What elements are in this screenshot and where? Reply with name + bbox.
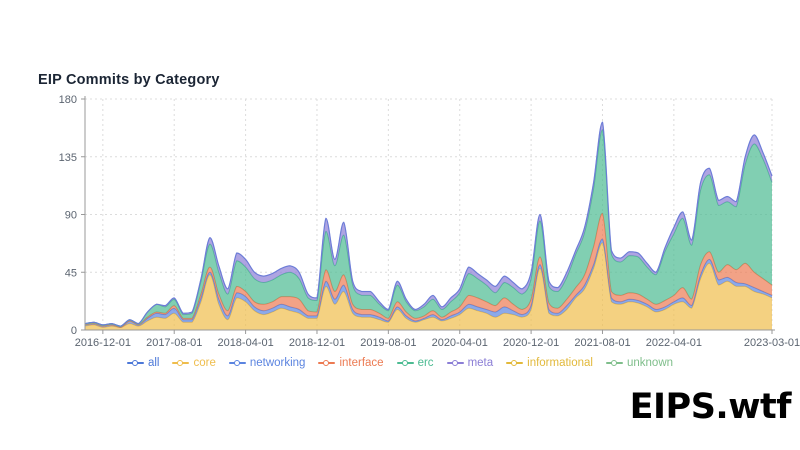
x-axis-label: 2020-04-01: [432, 337, 488, 349]
legend-marker-unknown: [605, 359, 623, 368]
watermark-logo: EIPS.wtf: [629, 387, 792, 427]
x-axis-label: 2023-03-01: [744, 337, 800, 349]
chart-legend: all core networking interface erc meta informa…: [0, 357, 800, 369]
x-axis-label: 2021-08-01: [574, 337, 630, 349]
legend-label: informational: [527, 357, 593, 369]
legend-label: unknown: [626, 357, 674, 369]
legend-label: networking: [249, 357, 306, 369]
legend-label: interface: [339, 357, 384, 369]
y-axis-label: 135: [59, 152, 77, 164]
legend-label: erc: [417, 357, 434, 369]
series-area-erc[interactable]: [85, 129, 772, 328]
x-axis-label: 2016-12-01: [75, 337, 131, 349]
stacked-areas: [84, 121, 773, 330]
x-axis-label: 2018-04-01: [217, 337, 273, 349]
legend-item-meta[interactable]: meta: [446, 357, 494, 369]
chart-title: EIP Commits by Category: [38, 72, 220, 88]
y-axis-label: 45: [65, 267, 77, 279]
series-area-meta[interactable]: [85, 122, 772, 327]
legend-marker-interface: [318, 359, 336, 368]
legend-marker-meta: [446, 359, 464, 368]
legend-item-unknown[interactable]: unknown: [605, 357, 674, 369]
y-axis-label: 90: [65, 210, 77, 222]
legend-item-core[interactable]: core: [172, 357, 216, 369]
legend-marker-networking: [228, 359, 246, 368]
series-area-core[interactable]: [85, 242, 772, 330]
legend-item-all[interactable]: all: [126, 357, 160, 369]
legend-marker-all: [126, 359, 144, 368]
x-axis-label: 2018-12-01: [289, 337, 345, 349]
legend-item-informational[interactable]: informational: [506, 357, 593, 369]
x-axis-label: 2020-12-01: [503, 337, 559, 349]
legend-item-erc[interactable]: erc: [396, 357, 434, 369]
legend-item-networking[interactable]: networking: [228, 357, 306, 369]
x-axis-label: 2017-08-01: [146, 337, 202, 349]
legend-label: meta: [467, 357, 494, 369]
legend-marker-informational: [506, 359, 524, 368]
x-axis-label: 2019-08-01: [360, 337, 416, 349]
x-axis-label: 2022-04-01: [646, 337, 702, 349]
legend-marker-core: [172, 359, 190, 368]
legend-marker-erc: [396, 359, 414, 368]
y-axis-label: 0: [71, 325, 77, 337]
y-axis-label: 180: [59, 94, 77, 106]
series-area-interface[interactable]: [85, 213, 772, 328]
axes: 0 45 90 135 180 2016-12-01 2017-08-01 2018-04-0…: [59, 94, 800, 349]
legend-label: all: [147, 357, 160, 369]
legend-label: core: [193, 357, 216, 369]
legend-item-interface[interactable]: interface: [318, 357, 384, 369]
series-line-all[interactable]: [84, 121, 773, 327]
